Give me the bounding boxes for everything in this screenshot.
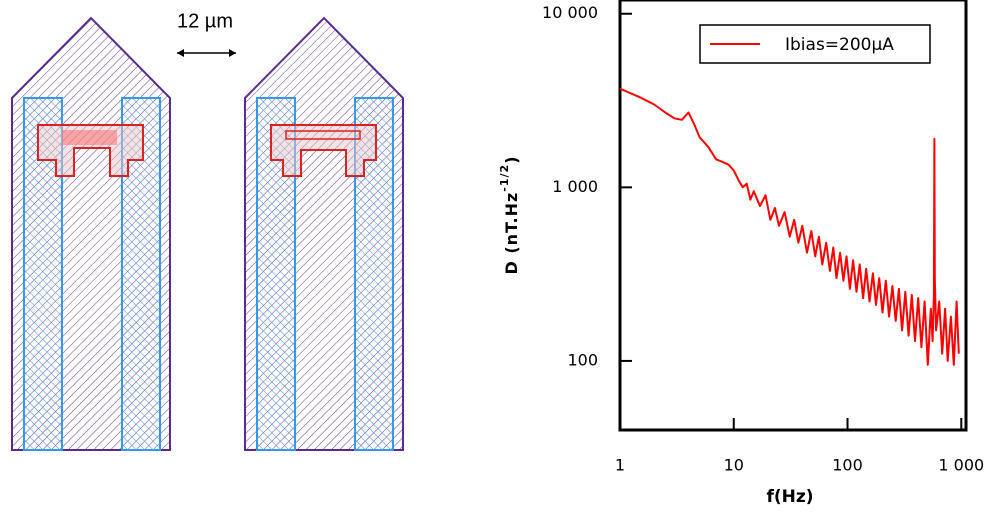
y-tick-label: 100 [567,350,598,369]
data-line [619,87,960,366]
y-label-main: D (nT.Hz [502,192,521,275]
legend-label: Ibias=200µA [785,35,894,55]
y-tick-label: 10 000 [542,3,598,22]
arrow-heads [177,49,236,57]
y-axis-label: D (nT.Hz-1/2) [498,155,521,274]
x-tick-label: 1 000 [938,456,984,475]
gap-label: 12 µm [177,10,233,32]
x-tick-label: 100 [832,456,863,475]
probe-right [244,16,404,451]
plot-frame [618,0,968,432]
x-tick-label: 10 [724,456,744,475]
y-label-end: ) [502,155,521,163]
legend: Ibias=200µA [699,24,931,64]
x-tick-label: 1 [615,456,625,475]
y-tick-label: 1 000 [552,177,598,196]
y-label-exponent: -1/2 [498,164,511,192]
x-axis-label: f(Hz) [766,487,813,507]
probe-diagram: 12 µm [11,10,404,451]
probe-left [11,16,171,451]
